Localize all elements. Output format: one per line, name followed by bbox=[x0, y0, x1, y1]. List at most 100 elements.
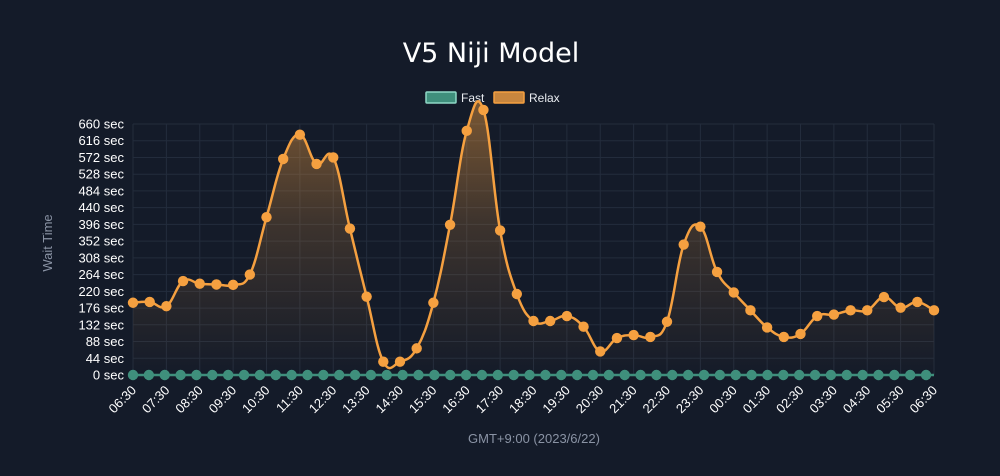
relax-point[interactable] bbox=[761, 322, 773, 333]
fast-point[interactable] bbox=[714, 369, 726, 381]
fast-point[interactable] bbox=[873, 369, 884, 381]
fast-point[interactable] bbox=[619, 369, 630, 381]
relax-point[interactable] bbox=[428, 297, 439, 308]
relax-point[interactable] bbox=[227, 279, 239, 291]
fast-point[interactable] bbox=[603, 369, 615, 381]
fast-point[interactable] bbox=[191, 369, 202, 381]
fast-point[interactable] bbox=[793, 369, 805, 381]
relax-point[interactable] bbox=[878, 291, 890, 303]
relax-point[interactable] bbox=[611, 332, 623, 344]
fast-point[interactable] bbox=[635, 369, 646, 381]
relax-point[interactable] bbox=[862, 305, 873, 316]
fast-point[interactable] bbox=[127, 369, 139, 381]
fast-point[interactable] bbox=[905, 369, 916, 381]
relax-point[interactable] bbox=[544, 315, 556, 327]
fast-point[interactable] bbox=[413, 369, 424, 381]
relax-point[interactable] bbox=[845, 305, 856, 316]
relax-point[interactable] bbox=[645, 331, 656, 343]
fast-point[interactable] bbox=[841, 369, 852, 381]
fast-point[interactable] bbox=[524, 369, 535, 381]
relax-point[interactable] bbox=[494, 225, 506, 236]
relax-point[interactable] bbox=[444, 219, 456, 230]
relax-point[interactable] bbox=[795, 328, 806, 340]
relax-point[interactable] bbox=[261, 211, 272, 223]
relax-point[interactable] bbox=[728, 287, 739, 298]
fast-point[interactable] bbox=[460, 369, 472, 381]
relax-point[interactable] bbox=[194, 278, 205, 289]
fast-point[interactable] bbox=[889, 369, 900, 381]
fast-point[interactable] bbox=[333, 369, 345, 381]
relax-point[interactable] bbox=[211, 279, 222, 290]
relax-point[interactable] bbox=[461, 125, 472, 137]
fast-point[interactable] bbox=[746, 369, 757, 381]
relax-point[interactable] bbox=[561, 310, 573, 322]
fast-point[interactable] bbox=[540, 369, 551, 381]
relax-point[interactable] bbox=[311, 158, 322, 170]
fast-point[interactable] bbox=[159, 369, 170, 381]
relax-point[interactable] bbox=[811, 310, 823, 322]
relax-point[interactable] bbox=[628, 329, 639, 341]
fast-point[interactable] bbox=[238, 369, 250, 381]
relax-point[interactable] bbox=[528, 315, 539, 327]
fast-point[interactable] bbox=[492, 369, 504, 381]
fast-point[interactable] bbox=[445, 369, 456, 381]
relax-point[interactable] bbox=[678, 239, 689, 250]
fast-point[interactable] bbox=[857, 369, 868, 381]
relax-point[interactable] bbox=[294, 129, 306, 140]
relax-point[interactable] bbox=[328, 152, 339, 163]
fast-point[interactable] bbox=[429, 369, 440, 381]
fast-point[interactable] bbox=[397, 369, 408, 381]
fast-point[interactable] bbox=[286, 369, 297, 381]
relax-point[interactable] bbox=[344, 223, 356, 234]
fast-point[interactable] bbox=[698, 369, 710, 381]
fast-point[interactable] bbox=[302, 369, 313, 381]
relax-point[interactable] bbox=[578, 321, 589, 332]
relax-point[interactable] bbox=[378, 356, 389, 367]
fast-point[interactable] bbox=[254, 369, 266, 381]
relax-point[interactable] bbox=[661, 316, 673, 327]
relax-point[interactable] bbox=[595, 346, 606, 357]
relax-point[interactable] bbox=[895, 302, 906, 313]
fast-point[interactable] bbox=[476, 369, 488, 381]
relax-point[interactable] bbox=[511, 288, 523, 300]
fast-point[interactable] bbox=[651, 369, 662, 381]
fast-point[interactable] bbox=[318, 369, 329, 381]
relax-point[interactable] bbox=[144, 296, 155, 308]
fast-point[interactable] bbox=[143, 369, 155, 381]
fast-point[interactable] bbox=[920, 369, 932, 381]
relax-point[interactable] bbox=[361, 291, 372, 302]
fast-point[interactable] bbox=[825, 369, 837, 381]
relax-point[interactable] bbox=[828, 309, 840, 320]
fast-point[interactable] bbox=[809, 369, 821, 381]
relax-point[interactable] bbox=[745, 305, 756, 316]
relax-point[interactable] bbox=[912, 296, 923, 308]
fast-point[interactable] bbox=[508, 369, 519, 381]
relax-point[interactable] bbox=[277, 153, 289, 165]
fast-point[interactable] bbox=[667, 369, 678, 381]
fast-point[interactable] bbox=[587, 369, 599, 381]
fast-point[interactable] bbox=[207, 369, 218, 381]
fast-point[interactable] bbox=[730, 369, 741, 381]
relax-point[interactable] bbox=[695, 221, 706, 232]
fast-point[interactable] bbox=[556, 369, 567, 381]
relax-point[interactable] bbox=[394, 356, 406, 367]
fast-point[interactable] bbox=[365, 369, 377, 381]
fast-point[interactable] bbox=[222, 369, 234, 381]
fast-point[interactable] bbox=[270, 369, 281, 381]
relax-point[interactable] bbox=[244, 269, 256, 280]
fast-point[interactable] bbox=[175, 369, 186, 381]
fast-point[interactable] bbox=[571, 369, 583, 381]
relax-point[interactable] bbox=[161, 300, 172, 312]
fast-point[interactable] bbox=[349, 369, 361, 381]
relax-point[interactable] bbox=[711, 266, 723, 278]
relax-point[interactable] bbox=[177, 275, 189, 287]
fast-point[interactable] bbox=[778, 369, 789, 381]
fast-point[interactable] bbox=[762, 369, 773, 381]
legend-item-relax[interactable]: Relax bbox=[493, 91, 560, 105]
relax-point[interactable] bbox=[478, 104, 489, 116]
fast-point[interactable] bbox=[682, 369, 694, 381]
relax-point[interactable] bbox=[928, 305, 940, 316]
relax-point[interactable] bbox=[127, 297, 139, 308]
relax-point[interactable] bbox=[778, 331, 790, 343]
fast-point[interactable] bbox=[381, 369, 392, 381]
